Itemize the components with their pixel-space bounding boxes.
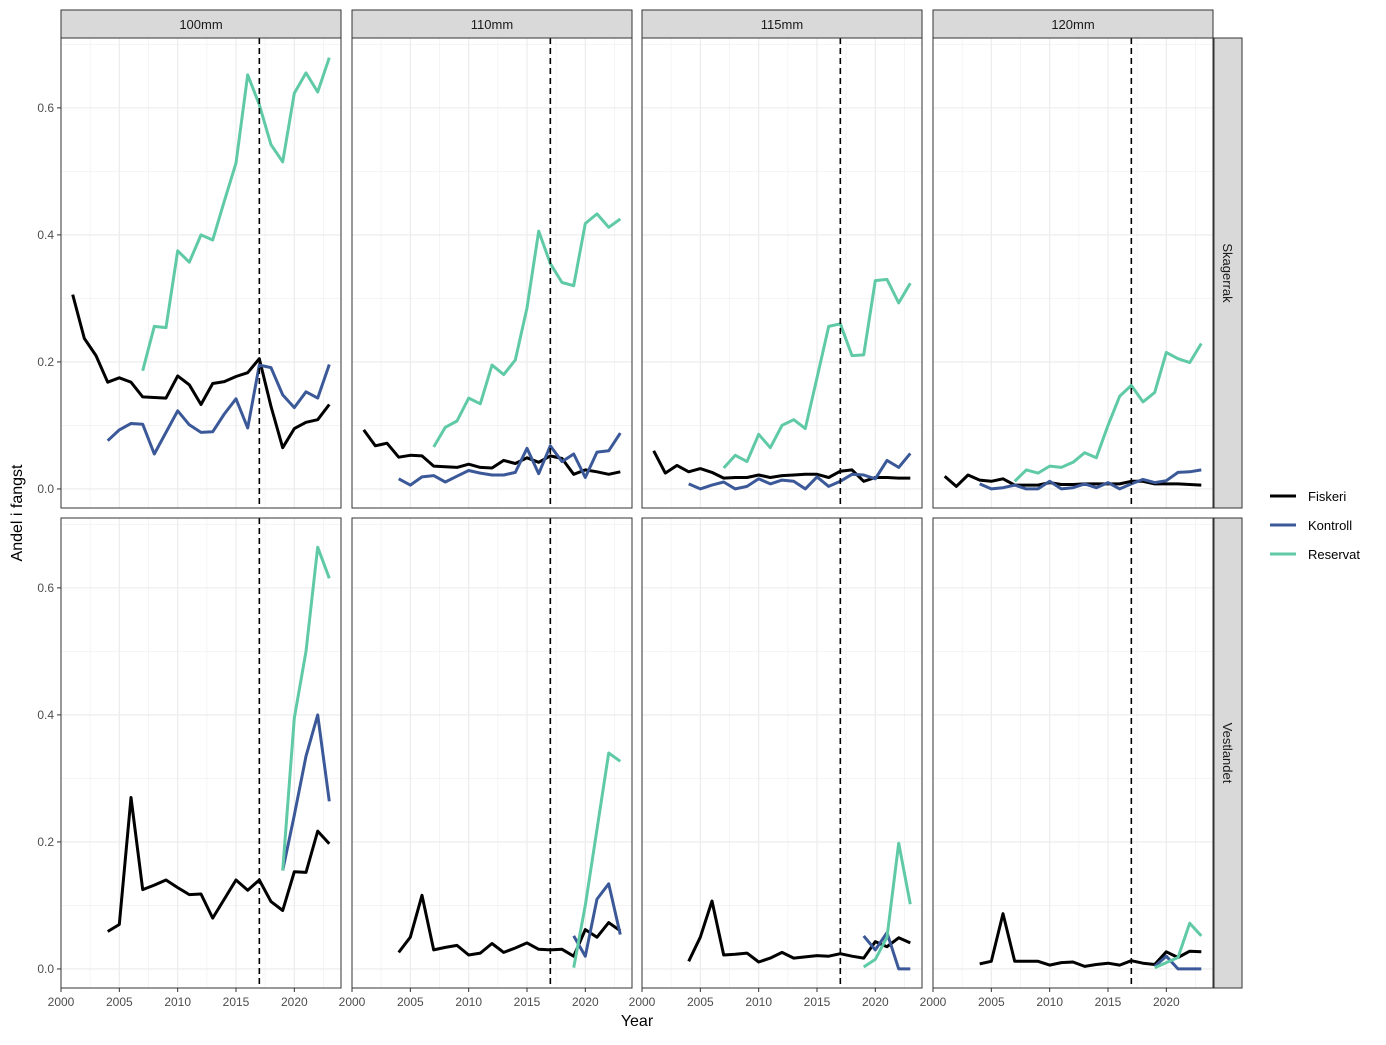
series-line-fiskeri-vestlandet-100mm <box>106 796 331 933</box>
series-line-kontroll-skagerrak-115mm <box>688 452 912 491</box>
x-tick-label: 2020 <box>281 995 308 1009</box>
x-tick-label: 2010 <box>1036 995 1063 1009</box>
series-line-reservat-vestlandet-110mm <box>572 751 622 968</box>
legend-label-kontroll: Kontroll <box>1308 518 1352 533</box>
y-tick-label: 0.2 <box>37 355 54 369</box>
x-tick-label: 2000 <box>920 995 947 1009</box>
series-line-kontroll-skagerrak-100mm <box>106 363 331 456</box>
panel-border-vestlandet-115mm <box>641 517 923 989</box>
panel-bg-skagerrak-100mm <box>61 38 341 508</box>
x-axis-title: Year <box>621 1013 654 1030</box>
x-tick-label: 2000 <box>629 995 656 1009</box>
series-line-reservat-skagerrak-115mm <box>722 277 912 470</box>
x-tick-label: 2005 <box>978 995 1005 1009</box>
series-line-fiskeri-skagerrak-110mm <box>362 429 621 476</box>
y-tick-label: 0.0 <box>37 962 54 976</box>
series-line-kontroll-skagerrak-110mm <box>397 432 622 487</box>
series-line-kontroll-skagerrak-120mm <box>979 468 1202 491</box>
panel-bg-skagerrak-110mm <box>352 38 632 508</box>
x-tick-label: 2015 <box>804 995 831 1009</box>
x-tick-label: 2015 <box>514 995 541 1009</box>
strip-label-100mm: 100mm <box>179 17 222 32</box>
strip-label-vestlandet: Vestlandet <box>1220 723 1235 784</box>
series-line-reservat-skagerrak-100mm <box>141 57 331 372</box>
panel-bg-skagerrak-120mm <box>933 38 1213 508</box>
x-tick-label: 2005 <box>687 995 714 1009</box>
x-tick-label: 2015 <box>223 995 250 1009</box>
y-axis-title: Andel i fangst <box>9 464 26 562</box>
x-tick-label: 2015 <box>1095 995 1122 1009</box>
panel-border-vestlandet-110mm <box>351 517 633 989</box>
panel-bg-vestlandet-115mm <box>642 518 922 988</box>
x-tick-label: 2005 <box>397 995 424 1009</box>
x-tick-label: 2010 <box>745 995 772 1009</box>
series-line-reservat-vestlandet-115mm <box>862 841 912 969</box>
strip-label-120mm: 120mm <box>1051 17 1094 32</box>
strip-110mm <box>351 9 633 39</box>
legend-label-fiskeri: Fiskeri <box>1308 489 1346 504</box>
strip-120mm <box>932 9 1214 39</box>
panel-bg-vestlandet-120mm <box>933 518 1213 988</box>
series-line-fiskeri-skagerrak-120mm <box>943 473 1202 488</box>
series-line-reservat-skagerrak-120mm <box>1013 342 1203 483</box>
y-tick-label: 0.6 <box>37 101 54 115</box>
y-tick-label: 0.4 <box>37 228 54 242</box>
y-tick-label: 0.2 <box>37 835 54 849</box>
y-tick-label: 0.0 <box>37 482 54 496</box>
panel-border-vestlandet-100mm <box>60 517 342 989</box>
strip-vestlandet <box>1213 517 1243 989</box>
panel-bg-vestlandet-110mm <box>352 518 632 988</box>
x-tick-label: 2000 <box>48 995 75 1009</box>
panel-bg-skagerrak-115mm <box>642 38 922 508</box>
x-tick-label: 2005 <box>106 995 133 1009</box>
legend-label-reservat: Reservat <box>1308 547 1360 562</box>
x-tick-label: 2010 <box>455 995 482 1009</box>
series-line-fiskeri-skagerrak-115mm <box>652 450 911 483</box>
x-tick-label: 2010 <box>164 995 191 1009</box>
strip-label-115mm: 115mm <box>761 17 803 32</box>
panel-border-vestlandet-120mm <box>932 517 1214 989</box>
x-tick-label: 2020 <box>1153 995 1180 1009</box>
strip-115mm <box>641 9 923 39</box>
series-line-reservat-vestlandet-120mm <box>1154 921 1203 970</box>
series-line-fiskeri-vestlandet-120mm <box>979 912 1202 968</box>
strip-100mm <box>60 9 342 39</box>
x-tick-label: 2000 <box>339 995 366 1009</box>
series-line-kontroll-vestlandet-100mm <box>281 713 331 871</box>
y-tick-label: 0.4 <box>37 708 54 722</box>
series-line-reservat-vestlandet-100mm <box>281 545 331 871</box>
strip-label-110mm: 110mm <box>471 17 513 32</box>
panel-bg-vestlandet-100mm <box>61 518 341 988</box>
series-line-kontroll-vestlandet-120mm <box>1153 954 1202 971</box>
series-line-kontroll-vestlandet-110mm <box>572 882 622 958</box>
series-line-fiskeri-skagerrak-100mm <box>71 294 331 450</box>
series-line-fiskeri-vestlandet-115mm <box>687 899 911 964</box>
series-line-reservat-skagerrak-110mm <box>432 212 622 448</box>
y-tick-label: 0.6 <box>37 581 54 595</box>
x-tick-label: 2020 <box>572 995 599 1009</box>
x-tick-label: 2020 <box>862 995 889 1009</box>
series-line-fiskeri-vestlandet-110mm <box>397 893 622 958</box>
strip-label-skagerrak: Skagerrak <box>1220 243 1235 303</box>
strip-skagerrak <box>1213 37 1243 509</box>
